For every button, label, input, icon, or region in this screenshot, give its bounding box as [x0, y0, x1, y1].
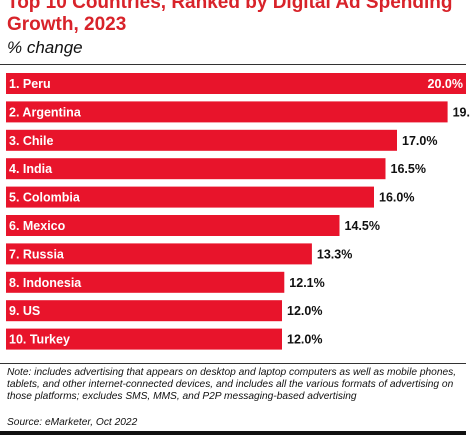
bottom-divider [0, 363, 466, 364]
bar-label-10: 10. Turkey [9, 333, 70, 347]
bar-6 [6, 215, 340, 236]
bar-2 [6, 101, 448, 123]
bar-9 [6, 300, 282, 322]
bar-4 [6, 158, 386, 180]
bar-label-5: 5. Colombia [9, 191, 81, 205]
bar-1 [6, 73, 466, 94]
chart-subtitle: % change [7, 38, 83, 57]
bar-label-8: 8. Indonesia [9, 276, 82, 290]
value-label-8: 12.1% [289, 276, 324, 290]
chart-title: Top 10 Countries, Ranked by Digital Ad S… [7, 0, 453, 35]
value-label-2: 19.2% [453, 105, 470, 119]
bar-label-1: 1. Peru [9, 77, 51, 91]
value-label-9: 12.0% [287, 304, 322, 318]
bar-label-6: 6. Mexico [9, 219, 66, 233]
bar-7 [6, 243, 312, 265]
bar-5 [6, 186, 374, 208]
value-label-3: 17.0% [402, 134, 437, 148]
value-label-4: 16.5% [391, 162, 426, 176]
value-label-10: 12.0% [287, 333, 322, 347]
bar-label-3: 3. Chile [9, 134, 54, 148]
value-label-5: 16.0% [379, 191, 414, 205]
bar-label-9: 9. US [9, 304, 40, 318]
bar-3 [6, 129, 397, 151]
bar-label-4: 4. India [9, 162, 53, 176]
bar-label-2: 2. Argentina [9, 105, 82, 119]
top-divider [0, 64, 466, 65]
chart-note: Note: includes advertising that appears … [7, 367, 457, 402]
value-label-1: 20.0% [428, 77, 463, 91]
value-label-6: 14.5% [345, 219, 380, 233]
value-label-7: 13.3% [317, 247, 352, 261]
bar-label-7: 7. Russia [9, 247, 65, 261]
bar-10 [6, 328, 282, 350]
chart-source: Source: eMarketer, Oct 2022 [7, 417, 138, 428]
bar-chart: 1. Peru 20.0% 2. Argentina 19.2% 3. Chile 17.… [6, 73, 470, 350]
bar-8 [6, 271, 285, 293]
footer-rule [0, 431, 466, 435]
